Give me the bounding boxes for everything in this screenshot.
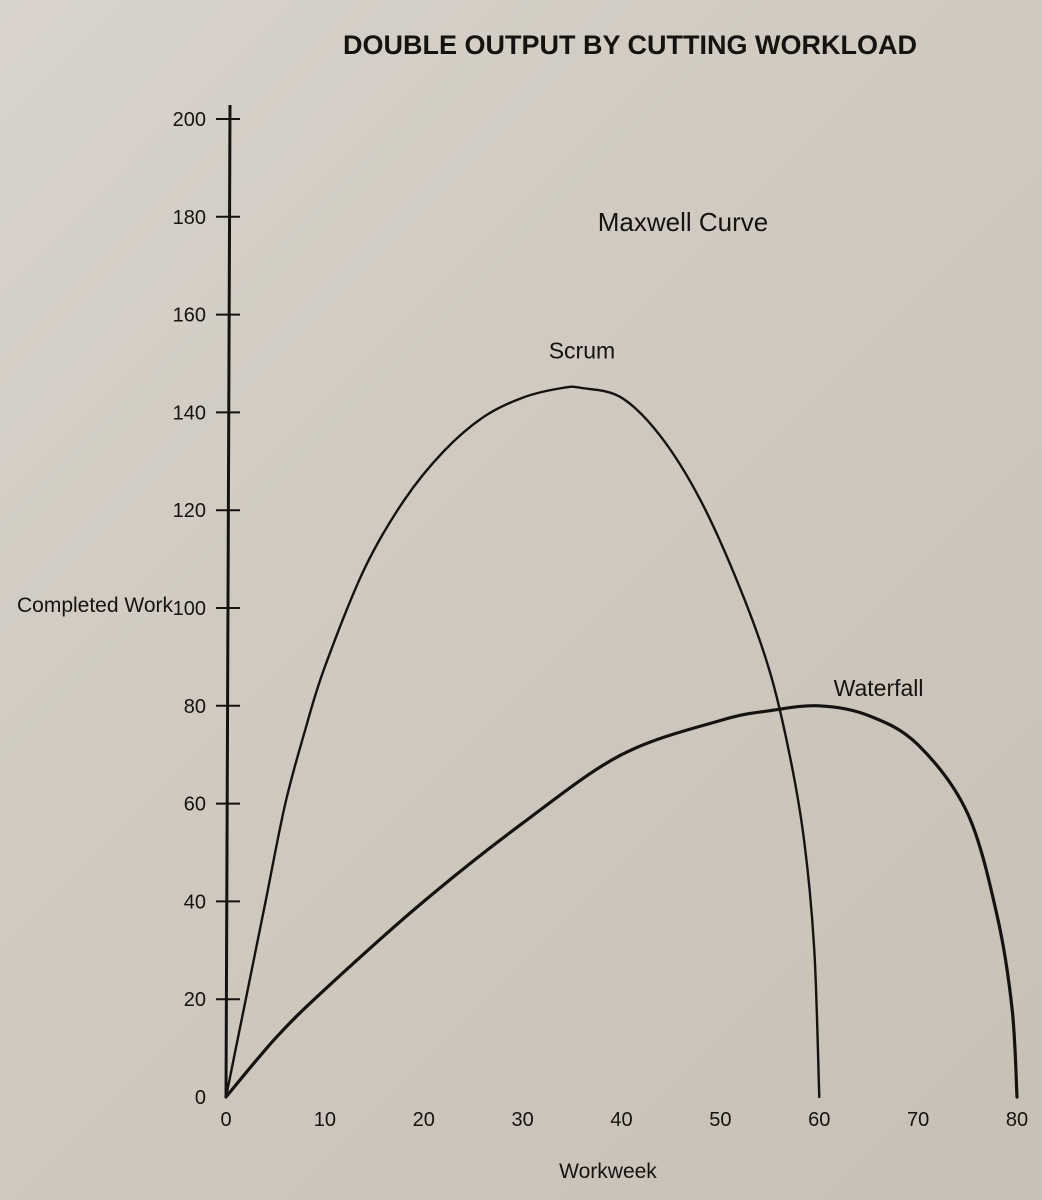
x-tick-label: 20 xyxy=(413,1109,435,1131)
y-tick-label: 100 xyxy=(173,598,206,620)
waterfall-series-label: Waterfall xyxy=(834,675,924,701)
y-axis-label: Completed Work xyxy=(17,594,174,617)
y-tick-label: 40 xyxy=(184,891,206,913)
chart-subtitle: Maxwell Curve xyxy=(598,207,769,237)
y-tick-label: 140 xyxy=(173,402,206,424)
y-tick-label: 0 xyxy=(195,1087,206,1109)
x-tick-label: 80 xyxy=(1006,1109,1028,1131)
x-tick-label: 50 xyxy=(709,1109,731,1131)
series-layer: Scrum Waterfall xyxy=(224,338,1019,1099)
x-tick-label: 0 xyxy=(220,1109,231,1131)
y-axis-line xyxy=(224,104,232,1098)
chart-title: DOUBLE OUTPUT BY CUTTING WORKLOAD xyxy=(343,30,917,60)
y-tick-label: 200 xyxy=(173,109,206,131)
y-tick-label: 160 xyxy=(173,305,206,327)
x-tick-label: 10 xyxy=(314,1109,336,1131)
waterfall-curve xyxy=(224,704,1019,1099)
axes: 0 20 40 60 80 100 120 140 160 180 200 0 10 20 30 40 50 60… xyxy=(173,104,1028,1131)
x-tick-label: 30 xyxy=(512,1109,534,1131)
scrum-curve xyxy=(224,385,821,1099)
x-tick-label: 40 xyxy=(610,1109,632,1131)
x-tick-label: 70 xyxy=(907,1109,929,1131)
y-tick-label: 20 xyxy=(184,989,206,1011)
y-tick-label: 80 xyxy=(184,696,206,718)
y-tick-label: 120 xyxy=(173,500,206,522)
scrum-series-label: Scrum xyxy=(549,338,615,364)
x-tick-label: 60 xyxy=(808,1109,830,1131)
y-tick-label: 180 xyxy=(173,207,206,229)
y-tick-label: 60 xyxy=(184,794,206,816)
x-axis-label: Workweek xyxy=(559,1160,657,1183)
